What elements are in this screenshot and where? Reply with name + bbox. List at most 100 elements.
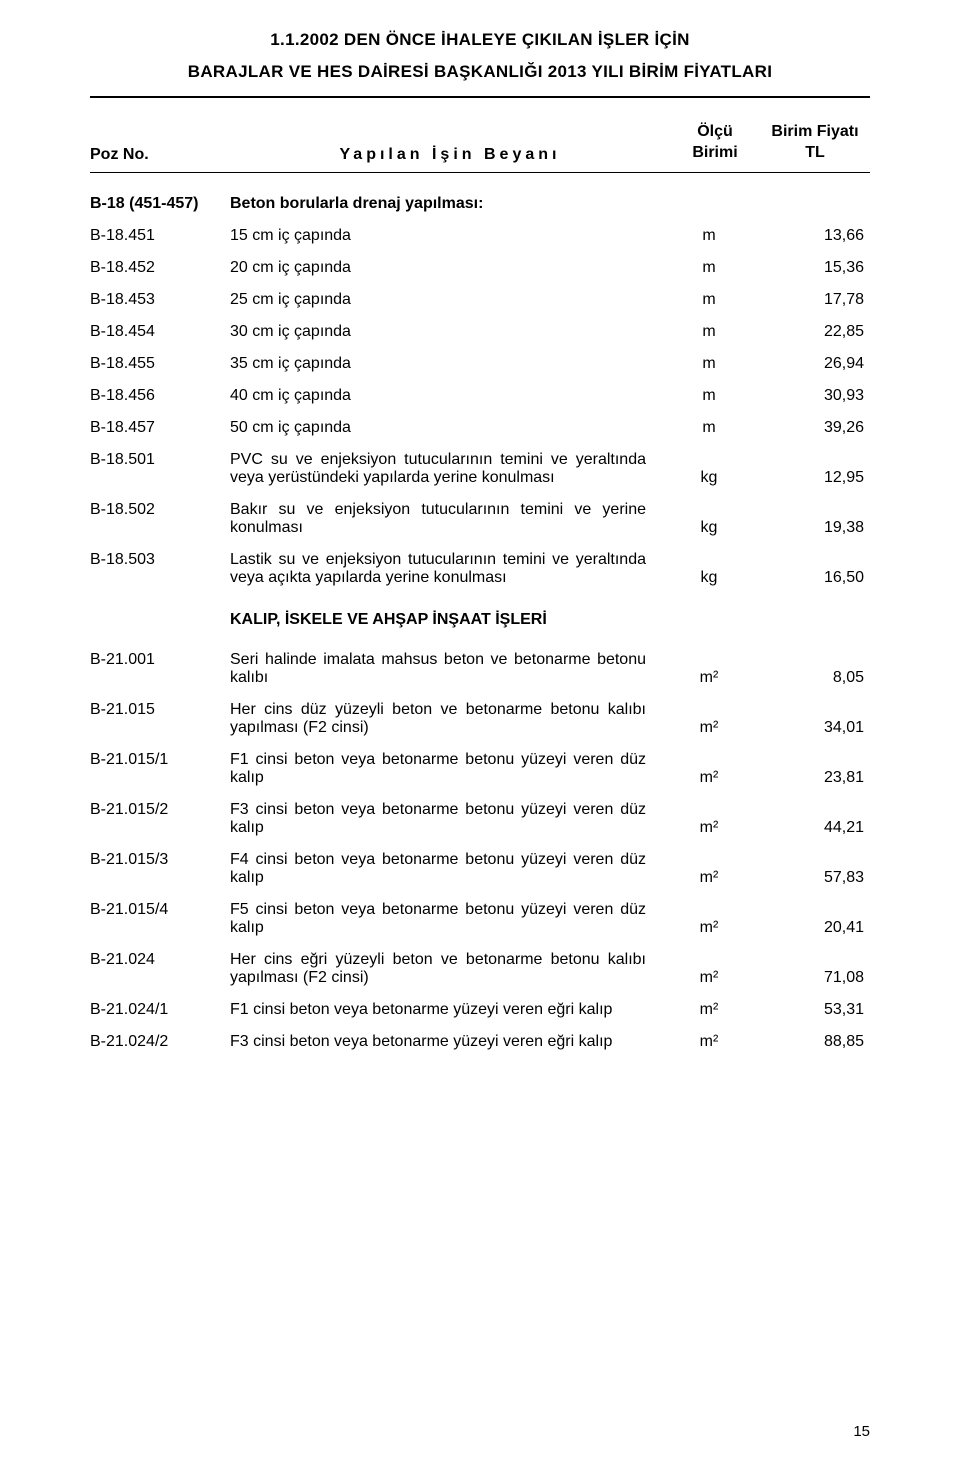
table-row: B-21.024/1F1 cinsi beton veya betonarme … (90, 1001, 870, 1019)
row-poz: B-18.451 (90, 227, 230, 245)
row-unit: kg (664, 469, 754, 487)
row-price: 71,08 (754, 969, 870, 987)
row-unit: m² (664, 719, 754, 737)
row-unit: m (664, 355, 754, 373)
row-price: 16,50 (754, 569, 870, 587)
row-desc: 15 cm iç çapında (230, 227, 664, 245)
divider-mid (90, 172, 870, 173)
row-desc: 35 cm iç çapında (230, 355, 664, 373)
row-price: 17,78 (754, 291, 870, 309)
header-line-2: BARAJLAR VE HES DAİRESİ BAŞKANLIĞI 2013 … (90, 62, 870, 82)
row-unit: kg (664, 519, 754, 537)
col-olcu-top: Ölçü (697, 123, 733, 140)
row-poz: B-21.015/1 (90, 751, 230, 769)
row-desc: F3 cinsi beton veya betonarme yüzeyi ver… (230, 1033, 664, 1051)
row-poz: B-18.456 (90, 387, 230, 405)
row-unit: m (664, 419, 754, 437)
table-row: B-21.015/4F5 cinsi beton veya betonarme … (90, 901, 870, 937)
row-desc: 25 cm iç çapında (230, 291, 664, 309)
row-poz: B-21.024/1 (90, 1001, 230, 1019)
row-desc: PVC su ve enjeksiyon tutucularının temin… (230, 451, 664, 487)
section-poz: B-18 (451-457) (90, 195, 230, 213)
row-poz: B-18.455 (90, 355, 230, 373)
table-row: B-18.501PVC su ve enjeksiyon tutucuların… (90, 451, 870, 487)
row-price: 53,31 (754, 1001, 870, 1019)
row-price: 57,83 (754, 869, 870, 887)
row-unit: m (664, 323, 754, 341)
row-poz: B-18.503 (90, 551, 230, 569)
row-unit: m (664, 291, 754, 309)
section-desc: Beton borularla drenaj yapılması: (230, 195, 664, 213)
row-unit: m² (664, 819, 754, 837)
table-row: B-18.45430 cm iç çapındam22,85 (90, 323, 870, 341)
row-price: 88,85 (754, 1033, 870, 1051)
table-row: B-21.015/2F3 cinsi beton veya betonarme … (90, 801, 870, 837)
row-unit: m² (664, 1001, 754, 1019)
row-unit: m² (664, 1033, 754, 1051)
row-price: 13,66 (754, 227, 870, 245)
row-unit: m (664, 259, 754, 277)
table-row: B-18.45750 cm iç çapındam39,26 (90, 419, 870, 437)
row-price: 15,36 (754, 259, 870, 277)
row-price: 22,85 (754, 323, 870, 341)
col-olcu: Ölçü Birimi (670, 122, 760, 164)
row-desc: F5 cinsi beton veya betonarme betonu yüz… (230, 901, 664, 937)
table-row: B-18.45535 cm iç çapındam26,94 (90, 355, 870, 373)
row-poz: B-21.015/2 (90, 801, 230, 819)
row-price: 8,05 (754, 669, 870, 687)
col-fiyat: Birim Fiyatı TL (760, 122, 870, 164)
row-desc: Lastik su ve enjeksiyon tutucularının te… (230, 551, 664, 587)
row-unit: m² (664, 769, 754, 787)
col-fiyat-bottom: TL (805, 144, 825, 161)
table-row: B-18.503Lastik su ve enjeksiyon tutucula… (90, 551, 870, 587)
row-desc: Bakır su ve enjeksiyon tutucularının tem… (230, 501, 664, 537)
row-price: 34,01 (754, 719, 870, 737)
rows3-container: B-21.001Seri halinde imalata mahsus beto… (90, 651, 870, 1051)
col-poz: Poz No. (90, 146, 230, 164)
row-poz: B-21.001 (90, 651, 230, 669)
row-poz: B-21.024/2 (90, 1033, 230, 1051)
page-number: 15 (853, 1423, 870, 1440)
row-desc: Her cins düz yüzeyli beton ve betonarme … (230, 701, 664, 737)
table-row: B-18.45220 cm iç çapındam15,36 (90, 259, 870, 277)
row-price: 20,41 (754, 919, 870, 937)
row-desc: F3 cinsi beton veya betonarme betonu yüz… (230, 801, 664, 837)
table-row: B-21.001Seri halinde imalata mahsus beto… (90, 651, 870, 687)
rows1-container: B-18.45115 cm iç çapındam13,66B-18.45220… (90, 227, 870, 437)
header-line-1: 1.1.2002 DEN ÖNCE İHALEYE ÇIKILAN İŞLER … (90, 30, 870, 50)
col-olcu-bottom: Birimi (692, 144, 737, 161)
row-poz: B-21.015/4 (90, 901, 230, 919)
table-row: B-18.45115 cm iç çapındam13,66 (90, 227, 870, 245)
row-poz: B-21.024 (90, 951, 230, 969)
row-price: 39,26 (754, 419, 870, 437)
row-price: 12,95 (754, 469, 870, 487)
row-unit: m² (664, 969, 754, 987)
row-unit: m² (664, 669, 754, 687)
row-desc: Her cins eğri yüzeyli beton ve betonarme… (230, 951, 664, 987)
row-desc: F1 cinsi beton veya betonarme betonu yüz… (230, 751, 664, 787)
row-desc: 20 cm iç çapında (230, 259, 664, 277)
row-poz: B-18.502 (90, 501, 230, 519)
section-row: B-18 (451-457) Beton borularla drenaj ya… (90, 195, 870, 213)
col-desc: Yapılan İşin Beyanı (230, 146, 670, 164)
table-row: B-18.502Bakır su ve enjeksiyon tutucular… (90, 501, 870, 537)
row-desc: Seri halinde imalata mahsus beton ve bet… (230, 651, 664, 687)
table-row: B-21.015/3F4 cinsi beton veya betonarme … (90, 851, 870, 887)
row-desc: 40 cm iç çapında (230, 387, 664, 405)
row-unit: m (664, 227, 754, 245)
row-poz: B-18.454 (90, 323, 230, 341)
table-row: B-18.45325 cm iç çapındam17,78 (90, 291, 870, 309)
row-poz: B-18.501 (90, 451, 230, 469)
row-price: 23,81 (754, 769, 870, 787)
table-row: B-21.015Her cins düz yüzeyli beton ve be… (90, 701, 870, 737)
table-row: B-21.024Her cins eğri yüzeyli beton ve b… (90, 951, 870, 987)
row-poz: B-21.015/3 (90, 851, 230, 869)
row-desc: F4 cinsi beton veya betonarme betonu yüz… (230, 851, 664, 887)
row-desc: 50 cm iç çapında (230, 419, 664, 437)
column-headers: Poz No. Yapılan İşin Beyanı Ölçü Birimi … (90, 122, 870, 164)
table-row: B-18.45640 cm iç çapındam30,93 (90, 387, 870, 405)
row-price: 44,21 (754, 819, 870, 837)
row-unit: kg (664, 569, 754, 587)
row-poz: B-18.457 (90, 419, 230, 437)
document-page: 1.1.2002 DEN ÖNCE İHALEYE ÇIKILAN İŞLER … (0, 0, 960, 1468)
